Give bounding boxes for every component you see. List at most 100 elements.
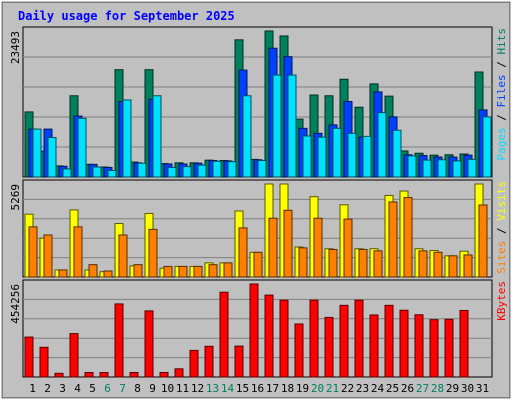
legend-separator: /	[495, 108, 508, 128]
bar-sites-day-6	[103, 270, 113, 278]
bar-pages-day-13	[212, 160, 222, 178]
x-tick-label-day-29: 29	[446, 382, 459, 395]
bar-pages-day-10	[167, 166, 177, 178]
bar-kbytes-day-14	[219, 291, 229, 378]
bar-pages-day-1	[32, 128, 42, 178]
bar-kbytes-day-20	[309, 299, 319, 378]
bar-kbytes-day-21	[324, 316, 334, 378]
x-tick-label-day-8: 8	[134, 382, 141, 395]
panel-kbytes-ymax-label: 454256	[9, 284, 22, 324]
x-tick-label-day-14: 14	[221, 382, 235, 395]
bar-sites-day-22	[343, 218, 353, 278]
bar-pages-day-16	[257, 160, 267, 178]
bar-kbytes-day-15	[234, 345, 244, 378]
legend-separator: /	[495, 55, 508, 75]
bar-kbytes-day-25	[384, 304, 394, 378]
bar-sites-day-23	[358, 248, 368, 278]
x-tick-label-day-5: 5	[89, 382, 96, 395]
x-tick-label-day-3: 3	[59, 382, 66, 395]
bar-pages-day-25	[392, 129, 402, 178]
bar-kbytes-day-10	[159, 371, 169, 378]
x-tick-label-day-23: 23	[356, 382, 369, 395]
bar-pages-day-9	[152, 95, 162, 178]
bar-kbytes-day-8	[129, 371, 139, 378]
bar-pages-day-11	[182, 166, 192, 178]
legend-sites: Sites	[495, 241, 508, 274]
bar-pages-day-12	[197, 164, 207, 178]
bar-pages-day-3	[62, 168, 72, 178]
bar-kbytes-day-9	[144, 310, 154, 378]
bar-sites-day-10	[163, 265, 173, 278]
bar-kbytes-day-11	[174, 368, 184, 378]
bar-sites-day-13	[208, 264, 218, 278]
bar-pages-day-23	[362, 135, 372, 178]
bar-sites-day-20	[313, 217, 323, 278]
bar-sites-day-1	[28, 226, 38, 278]
x-tick-label-day-9: 9	[149, 382, 156, 395]
x-tick-label-day-28: 28	[431, 382, 444, 395]
chart-panels: 23493 Pages / Files / Hits 5269 Sites / Vis…	[9, 26, 508, 378]
panel-visits-ymax-label: 5269	[9, 184, 22, 211]
bar-pages-day-24	[377, 112, 387, 178]
bar-sites-day-24	[373, 250, 383, 278]
x-tick-label-day-4: 4	[74, 382, 81, 395]
bar-kbytes-day-19	[294, 323, 304, 378]
bar-sites-day-7	[118, 234, 128, 278]
bar-kbytes-day-12	[189, 349, 199, 378]
x-tick-label-day-13: 13	[206, 382, 219, 395]
x-tick-label-day-25: 25	[386, 382, 399, 395]
x-axis: 1 2 3 4 5 6 7 8 9 10 11 12 13 14 15 16 17 18 19 20 21 22 23 24 2…	[29, 382, 489, 395]
x-tick-label-day-26: 26	[401, 382, 414, 395]
bar-pages-day-26	[407, 155, 417, 178]
panel-usage-legend: Pages / Files / Hits	[495, 28, 508, 161]
bar-pages-day-15	[242, 95, 252, 178]
bar-sites-day-27	[418, 250, 428, 278]
bar-sites-day-19	[298, 247, 308, 278]
bar-pages-day-2	[47, 137, 57, 178]
bar-pages-day-8	[137, 162, 147, 178]
legend-pages: Pages	[495, 127, 508, 160]
bar-sites-day-17	[268, 217, 278, 278]
x-tick-label-day-7: 7	[119, 382, 126, 395]
bar-sites-day-25	[388, 201, 398, 278]
bar-sites-day-31	[478, 204, 488, 278]
bar-sites-day-18	[283, 209, 293, 278]
bar-sites-day-5	[88, 264, 98, 278]
bar-kbytes-day-3	[54, 372, 64, 378]
bar-sites-day-26	[403, 197, 413, 278]
bar-pages-day-7	[122, 99, 132, 178]
x-tick-label-day-22: 22	[341, 382, 354, 395]
x-tick-label-day-2: 2	[44, 382, 51, 395]
x-tick-label-day-12: 12	[191, 382, 204, 395]
bar-sites-day-29	[448, 255, 458, 278]
bar-sites-day-3	[58, 269, 68, 278]
bar-pages-day-20	[317, 136, 327, 178]
bar-pages-day-27	[422, 159, 432, 178]
bar-pages-day-6	[107, 169, 117, 178]
x-tick-label-day-27: 27	[416, 382, 429, 395]
bar-sites-day-14	[223, 262, 233, 278]
bar-kbytes-day-16	[249, 283, 259, 378]
legend-visits: Visits	[495, 181, 508, 221]
bar-sites-day-2	[43, 234, 53, 278]
x-tick-label-day-16: 16	[251, 382, 264, 395]
bar-pages-day-5	[92, 166, 102, 178]
x-tick-label-day-11: 11	[176, 382, 189, 395]
panel-kbytes-legend: KBytes	[495, 281, 508, 321]
bar-pages-day-19	[302, 135, 312, 178]
bar-sites-day-15	[238, 227, 248, 278]
panel-visits-legend: Sites / Visits	[495, 181, 508, 274]
bar-kbytes-day-29	[444, 318, 454, 378]
panel-usage-box	[22, 26, 493, 178]
bar-pages-day-14	[227, 161, 237, 178]
bar-kbytes-day-7	[114, 303, 124, 378]
x-tick-label-day-1: 1	[29, 382, 36, 395]
bar-kbytes-day-30	[459, 309, 469, 378]
x-tick-label-day-10: 10	[161, 382, 174, 395]
bar-pages-day-31	[482, 116, 492, 178]
panel-usage-ymax-label: 23493	[9, 31, 22, 64]
bar-sites-day-9	[148, 228, 158, 278]
bar-pages-day-29	[452, 160, 462, 178]
bar-pages-day-17	[272, 74, 282, 178]
